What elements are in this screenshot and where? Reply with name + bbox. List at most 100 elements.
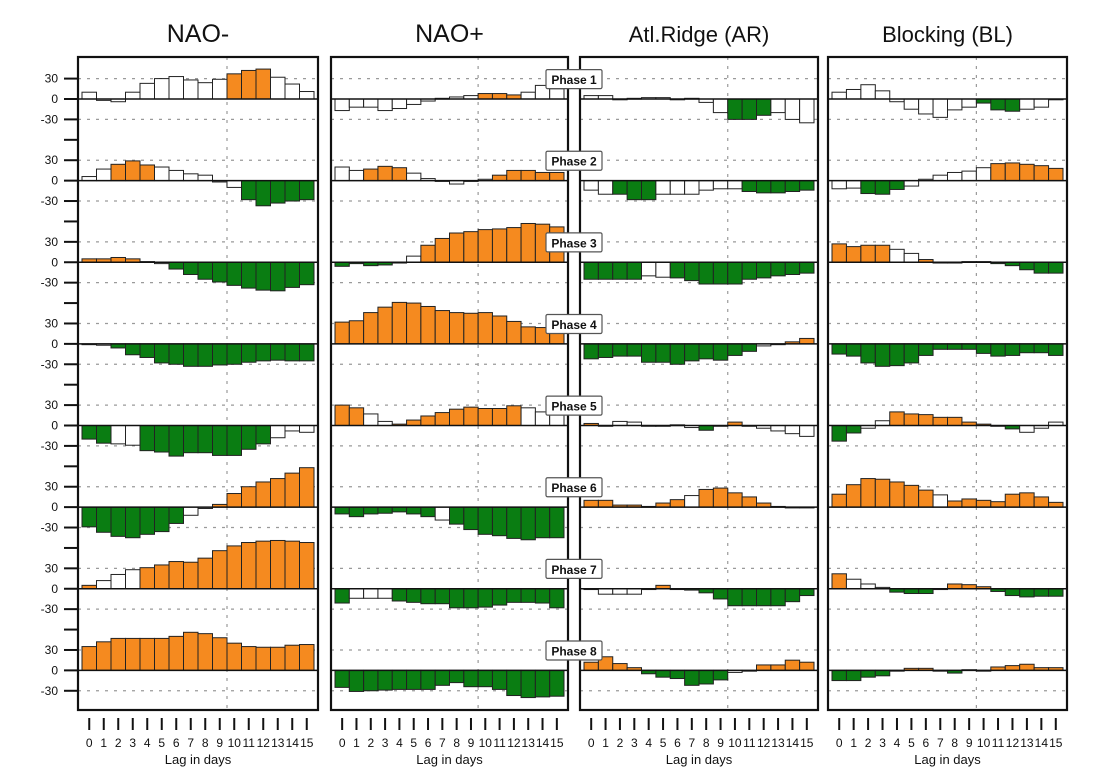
x-tick-label: 9: [966, 736, 973, 750]
phase-row-6: [580, 486, 818, 529]
x-tick-label: 3: [382, 736, 389, 750]
bar: [669, 343, 686, 365]
phase-row-3: [78, 241, 318, 292]
bar: [420, 305, 436, 345]
bar: [520, 407, 536, 427]
bar: [549, 506, 565, 539]
bar: [406, 255, 422, 263]
bar: [168, 261, 184, 270]
x-tick-label: 1: [602, 736, 609, 750]
bar: [641, 180, 657, 201]
bar: [903, 343, 920, 364]
bar: [784, 425, 801, 435]
phase-label-box: [545, 640, 603, 661]
bar: [168, 561, 184, 590]
bar: [391, 98, 408, 110]
bar: [491, 174, 508, 182]
bar: [139, 506, 155, 535]
bar: [698, 180, 714, 191]
bar: [434, 310, 450, 345]
bar: [212, 637, 228, 671]
bar: [125, 91, 141, 100]
bar: [81, 425, 97, 440]
bar: [583, 261, 599, 280]
bar: [463, 231, 479, 263]
bar: [491, 408, 508, 426]
bar: [183, 79, 199, 100]
bar: [612, 180, 628, 195]
bar: [756, 588, 772, 607]
bar: [947, 416, 963, 426]
bar: [477, 669, 493, 688]
bar: [534, 171, 551, 182]
bar: [784, 588, 801, 603]
bar: [756, 664, 772, 671]
x-tick-label: 3: [631, 736, 638, 750]
bar: [197, 633, 213, 671]
bar: [299, 91, 315, 100]
bar: [391, 669, 408, 690]
bar: [241, 69, 257, 100]
bar: [698, 669, 714, 685]
bar: [1048, 343, 1064, 356]
bar: [889, 180, 905, 190]
bar: [831, 243, 847, 263]
bar: [597, 499, 614, 508]
bar: [348, 407, 365, 427]
x-tick-label: 9: [717, 736, 724, 750]
x-tick-label: 14: [536, 736, 550, 750]
bar: [1019, 261, 1035, 271]
x-tick-label: 13: [271, 736, 285, 750]
bar: [299, 542, 315, 590]
bar: [831, 91, 847, 100]
bar: [183, 561, 199, 590]
phase-label: Phase 8: [545, 640, 603, 661]
bar: [226, 493, 242, 508]
bar: [799, 98, 815, 124]
bar: [918, 98, 934, 115]
bar: [1033, 588, 1050, 597]
bar: [799, 261, 815, 274]
bar: [698, 261, 714, 285]
bar: [1048, 588, 1064, 597]
bar: [226, 180, 242, 188]
x-tick-label: 0: [836, 736, 843, 750]
phase-row-1: [580, 77, 818, 124]
x-tick-label: 1: [850, 736, 857, 750]
bar: [348, 320, 365, 345]
bar: [434, 412, 450, 426]
bar: [932, 343, 948, 350]
bar: [975, 343, 992, 354]
bar: [270, 425, 286, 439]
bar: [698, 343, 714, 360]
x-tick-label: 10: [228, 736, 242, 750]
x-tick-label: 14: [1035, 736, 1049, 750]
bar: [756, 261, 772, 279]
bar: [406, 98, 422, 105]
x-tick-label: 5: [660, 736, 667, 750]
bar: [255, 180, 271, 207]
bar: [255, 540, 271, 590]
bar: [961, 98, 977, 108]
bar: [299, 467, 315, 508]
bar: [889, 248, 905, 263]
bar: [348, 98, 365, 108]
bar: [110, 163, 126, 182]
bar: [270, 180, 286, 204]
bar: [270, 478, 286, 508]
bar: [506, 169, 522, 182]
x-tick-label: 14: [786, 736, 800, 750]
bar: [110, 637, 126, 671]
bar: [534, 669, 551, 698]
phase-row-8: [828, 649, 1067, 692]
bar: [990, 343, 1006, 357]
bar: [961, 498, 977, 508]
bar: [741, 343, 757, 352]
bar: [212, 550, 228, 590]
bar: [348, 588, 365, 599]
bar: [1033, 261, 1050, 274]
phase-row-8: [78, 631, 318, 692]
bar: [434, 237, 450, 263]
